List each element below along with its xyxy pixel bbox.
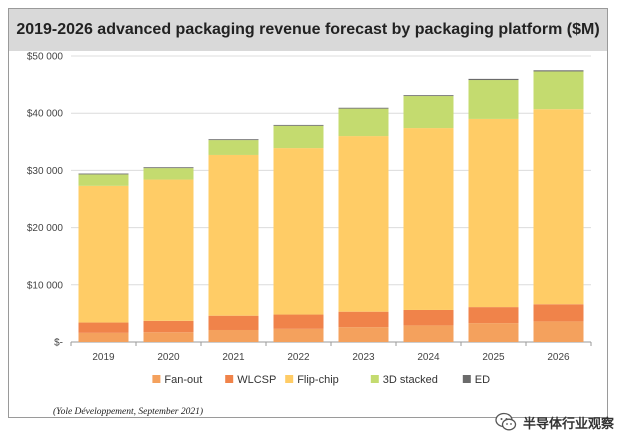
bar-segment-flip-chip (338, 136, 389, 312)
bar-segment-wlcsp (143, 320, 194, 333)
bar-segment-wlcsp (78, 322, 129, 333)
bar-segment-3d-stacked (533, 71, 584, 110)
legend-label: WLCSP (237, 374, 276, 386)
bar-segment-3d-stacked (78, 174, 129, 186)
bar-segment-3d-stacked (338, 108, 389, 137)
x-tick-label: 2024 (417, 352, 440, 363)
y-tick-label: $40 000 (27, 109, 64, 120)
legend-label: Flip-chip (297, 374, 339, 386)
bar-segment-fan-out (78, 332, 129, 342)
bar-segment-ed (403, 95, 454, 97)
bar-segment-3d-stacked (403, 96, 454, 129)
bar-segment-ed (143, 167, 194, 169)
bar-segment-flip-chip (403, 128, 454, 310)
bar-segment-flip-chip (533, 109, 584, 305)
legend-swatch (462, 375, 471, 383)
legend-swatch (285, 375, 294, 383)
bar-segment-wlcsp (533, 304, 584, 322)
bar-segment-flip-chip (208, 154, 259, 316)
legend-label: ED (475, 374, 490, 386)
legend-swatch (152, 375, 161, 383)
x-tick-label: 2022 (287, 352, 310, 363)
wechat-logo-icon (495, 412, 517, 431)
chart-title: 2019-2026 advanced packaging revenue for… (16, 21, 600, 38)
title-bar: 2019-2026 advanced packaging revenue for… (9, 9, 607, 51)
bar-segment-flip-chip (78, 185, 129, 323)
bar-segment-wlcsp (338, 311, 389, 328)
watermark: 半导体行业观察 (495, 411, 614, 433)
y-tick-label: $10 000 (27, 280, 64, 291)
legend-label: Fan-out (164, 374, 202, 386)
bar-segment-3d-stacked (143, 168, 194, 180)
bar-segment-flip-chip (143, 179, 194, 321)
x-tick-label: 2026 (547, 352, 570, 363)
bar-segment-wlcsp (468, 307, 519, 324)
bar-segment-fan-out (143, 332, 194, 342)
y-tick-label: $50 000 (27, 52, 64, 63)
bar-segment-fan-out (208, 329, 259, 342)
x-tick-label: 2023 (352, 352, 375, 363)
bar-segment-ed (208, 139, 259, 141)
y-tick-label: $- (54, 338, 63, 349)
bar-segment-3d-stacked (273, 125, 324, 149)
legend-label: 3D stacked (383, 374, 438, 386)
bar-segment-fan-out (273, 328, 324, 342)
x-tick-label: 2021 (222, 352, 245, 363)
bar-segment-3d-stacked (468, 80, 519, 119)
x-tick-label: 2020 (157, 352, 180, 363)
y-tick-label: $20 000 (27, 223, 64, 234)
bar-segment-wlcsp (403, 309, 454, 326)
bar-segment-ed (338, 107, 389, 109)
x-tick-label: 2025 (482, 352, 505, 363)
bar-segment-fan-out (533, 321, 584, 342)
legend-swatch (225, 375, 234, 383)
bar-segment-flip-chip (468, 118, 519, 308)
bar-segment-ed (468, 78, 519, 81)
bar-segment-fan-out (403, 325, 454, 342)
bar-segment-flip-chip (273, 148, 324, 315)
bar-segment-fan-out (468, 323, 519, 342)
bar-segment-wlcsp (273, 314, 324, 329)
watermark-text: 半导体行业观察 (523, 416, 615, 432)
chart-frame: 2019-2026 advanced packaging revenue for… (8, 8, 614, 432)
bar-segment-ed (78, 173, 129, 175)
chart-area: $- $10 000 $20 000 $30 000 $40 000 $50 000 201… (27, 52, 592, 386)
source-note: (Yole Développement, September 2021) (53, 407, 204, 417)
bar-segment-fan-out (338, 327, 389, 342)
bar-segment-ed (273, 124, 324, 126)
x-tick-label: 2019 (92, 352, 115, 363)
y-tick-label: $30 000 (27, 166, 64, 177)
legend-swatch (370, 375, 379, 383)
bar-segment-wlcsp (208, 315, 259, 330)
bar-segment-ed (533, 70, 584, 72)
bar-segment-3d-stacked (208, 140, 259, 155)
